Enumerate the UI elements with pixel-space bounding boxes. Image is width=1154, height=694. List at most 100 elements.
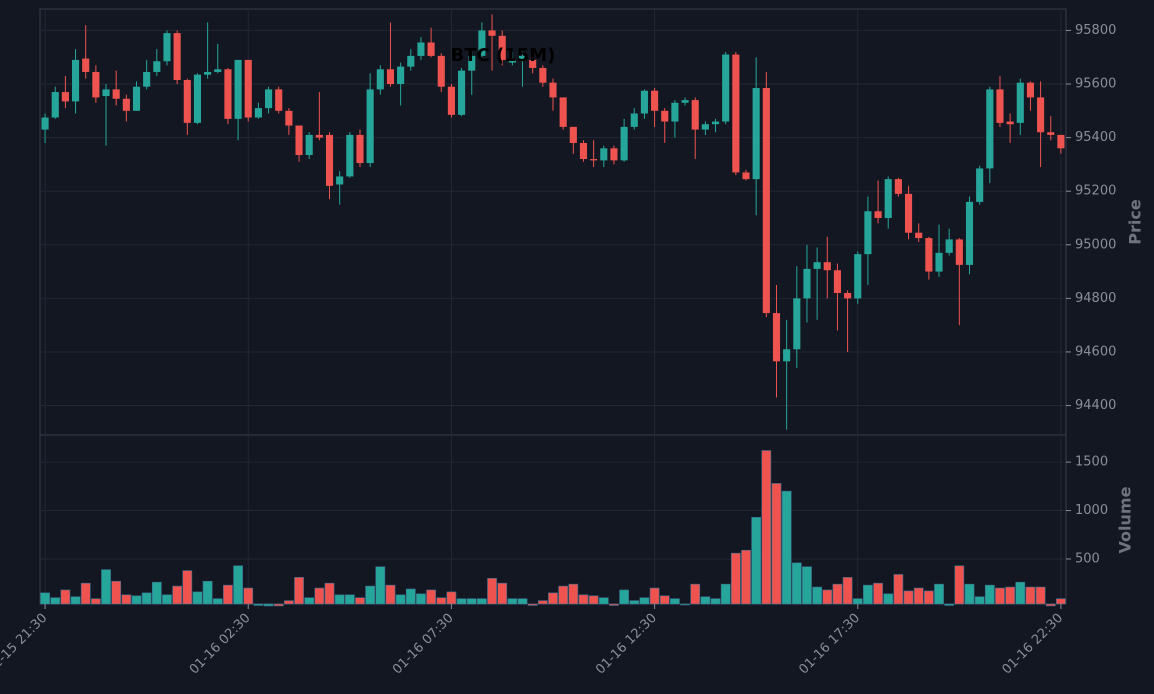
volume-bar <box>436 597 447 605</box>
volume-bar <box>131 595 142 605</box>
candle-body <box>965 201 974 265</box>
marks <box>40 14 1066 607</box>
candle-body <box>325 134 334 186</box>
candle-body <box>366 89 374 164</box>
volume-bar <box>202 580 213 605</box>
candle-body <box>265 89 273 109</box>
volume-bar <box>151 581 162 605</box>
candle-body <box>468 55 476 71</box>
candle-body <box>132 86 141 111</box>
candle-body <box>61 92 69 102</box>
candle-body <box>244 59 252 118</box>
candle-body <box>478 30 486 56</box>
candle-body <box>884 179 892 218</box>
candle-body <box>935 252 943 272</box>
volume-bar <box>507 598 518 605</box>
volume-bar <box>243 587 254 605</box>
volume-bar <box>121 594 132 605</box>
y-tick-label: 95000 <box>1075 237 1116 252</box>
volume-bar <box>873 582 883 605</box>
candle-body <box>722 54 730 122</box>
volume-bar <box>1025 586 1036 605</box>
volume-bar <box>91 598 101 605</box>
volume-bar <box>771 483 782 605</box>
volume-bar <box>1005 586 1016 605</box>
candle-body <box>407 55 415 67</box>
candle-body <box>1047 132 1055 135</box>
candle-body <box>356 134 364 164</box>
volume-bar <box>720 583 731 605</box>
volume-bar <box>802 566 812 605</box>
volume-bar <box>944 603 955 606</box>
candle-body <box>224 69 232 119</box>
volume-bar <box>355 597 365 605</box>
candle-body <box>651 90 659 111</box>
volume-bar <box>639 597 650 605</box>
candle-body <box>305 134 313 156</box>
volume-bar <box>172 585 183 605</box>
volume-bar <box>781 490 792 605</box>
candle-body <box>1026 82 1035 98</box>
candle-body <box>71 59 80 102</box>
volume-bar <box>923 590 934 605</box>
volume-bar <box>50 597 61 605</box>
volume-bar <box>182 570 193 605</box>
y-tick-label: 94800 <box>1075 291 1116 306</box>
candle-body <box>711 121 720 125</box>
candle-body <box>427 42 435 56</box>
candle-body <box>976 168 984 202</box>
candle-body <box>285 110 293 126</box>
candle-body <box>275 89 283 111</box>
volume-bar <box>537 600 548 605</box>
candle-body <box>122 98 130 111</box>
candle-body <box>1016 82 1024 123</box>
volume-bar <box>294 577 304 605</box>
candle-body <box>793 298 801 350</box>
volume-bar <box>60 589 71 605</box>
candle-body <box>92 71 100 98</box>
candle-body <box>397 66 405 85</box>
candle-body <box>447 86 455 115</box>
volume-bar <box>517 598 528 605</box>
candle-body <box>600 148 608 161</box>
volume-tick-label: 500 <box>1075 551 1100 566</box>
volume-bar <box>101 569 111 605</box>
volume-bar <box>822 589 833 605</box>
volume-bar <box>487 578 497 605</box>
candle-body <box>559 97 567 127</box>
volume-bar <box>730 552 741 605</box>
candle-body <box>925 238 933 272</box>
candle-body <box>701 124 709 130</box>
candle-body <box>41 117 49 130</box>
volume-bar <box>233 565 243 605</box>
volume-bar <box>446 591 457 605</box>
candle-body <box>234 59 242 119</box>
candle-body <box>183 80 191 123</box>
volume-bar <box>273 603 284 607</box>
y-tick-label: 95800 <box>1075 23 1116 38</box>
candle-body <box>772 313 781 362</box>
volume-bar <box>629 600 640 605</box>
volume-bar <box>812 586 822 605</box>
volume-bar <box>995 587 1005 605</box>
volume-bar <box>670 598 680 605</box>
volume-bar <box>619 589 629 605</box>
candle-body <box>214 69 222 72</box>
y-tick-label: 95200 <box>1075 184 1116 199</box>
candle-body <box>833 270 841 293</box>
volume-bar <box>263 603 274 607</box>
volume-bar <box>111 580 122 605</box>
volume-bar <box>964 583 975 605</box>
volume-bar <box>141 592 152 605</box>
candle-body <box>437 55 445 87</box>
y-tick-label: 94400 <box>1075 398 1116 413</box>
volume-bar <box>385 584 396 605</box>
volume-bar <box>477 598 487 605</box>
candle-body <box>1006 121 1014 125</box>
volume-bar <box>609 603 619 606</box>
volume-bar <box>893 574 904 605</box>
volume-bar <box>212 598 223 605</box>
candle-body <box>163 33 171 62</box>
candle-body <box>193 74 202 123</box>
